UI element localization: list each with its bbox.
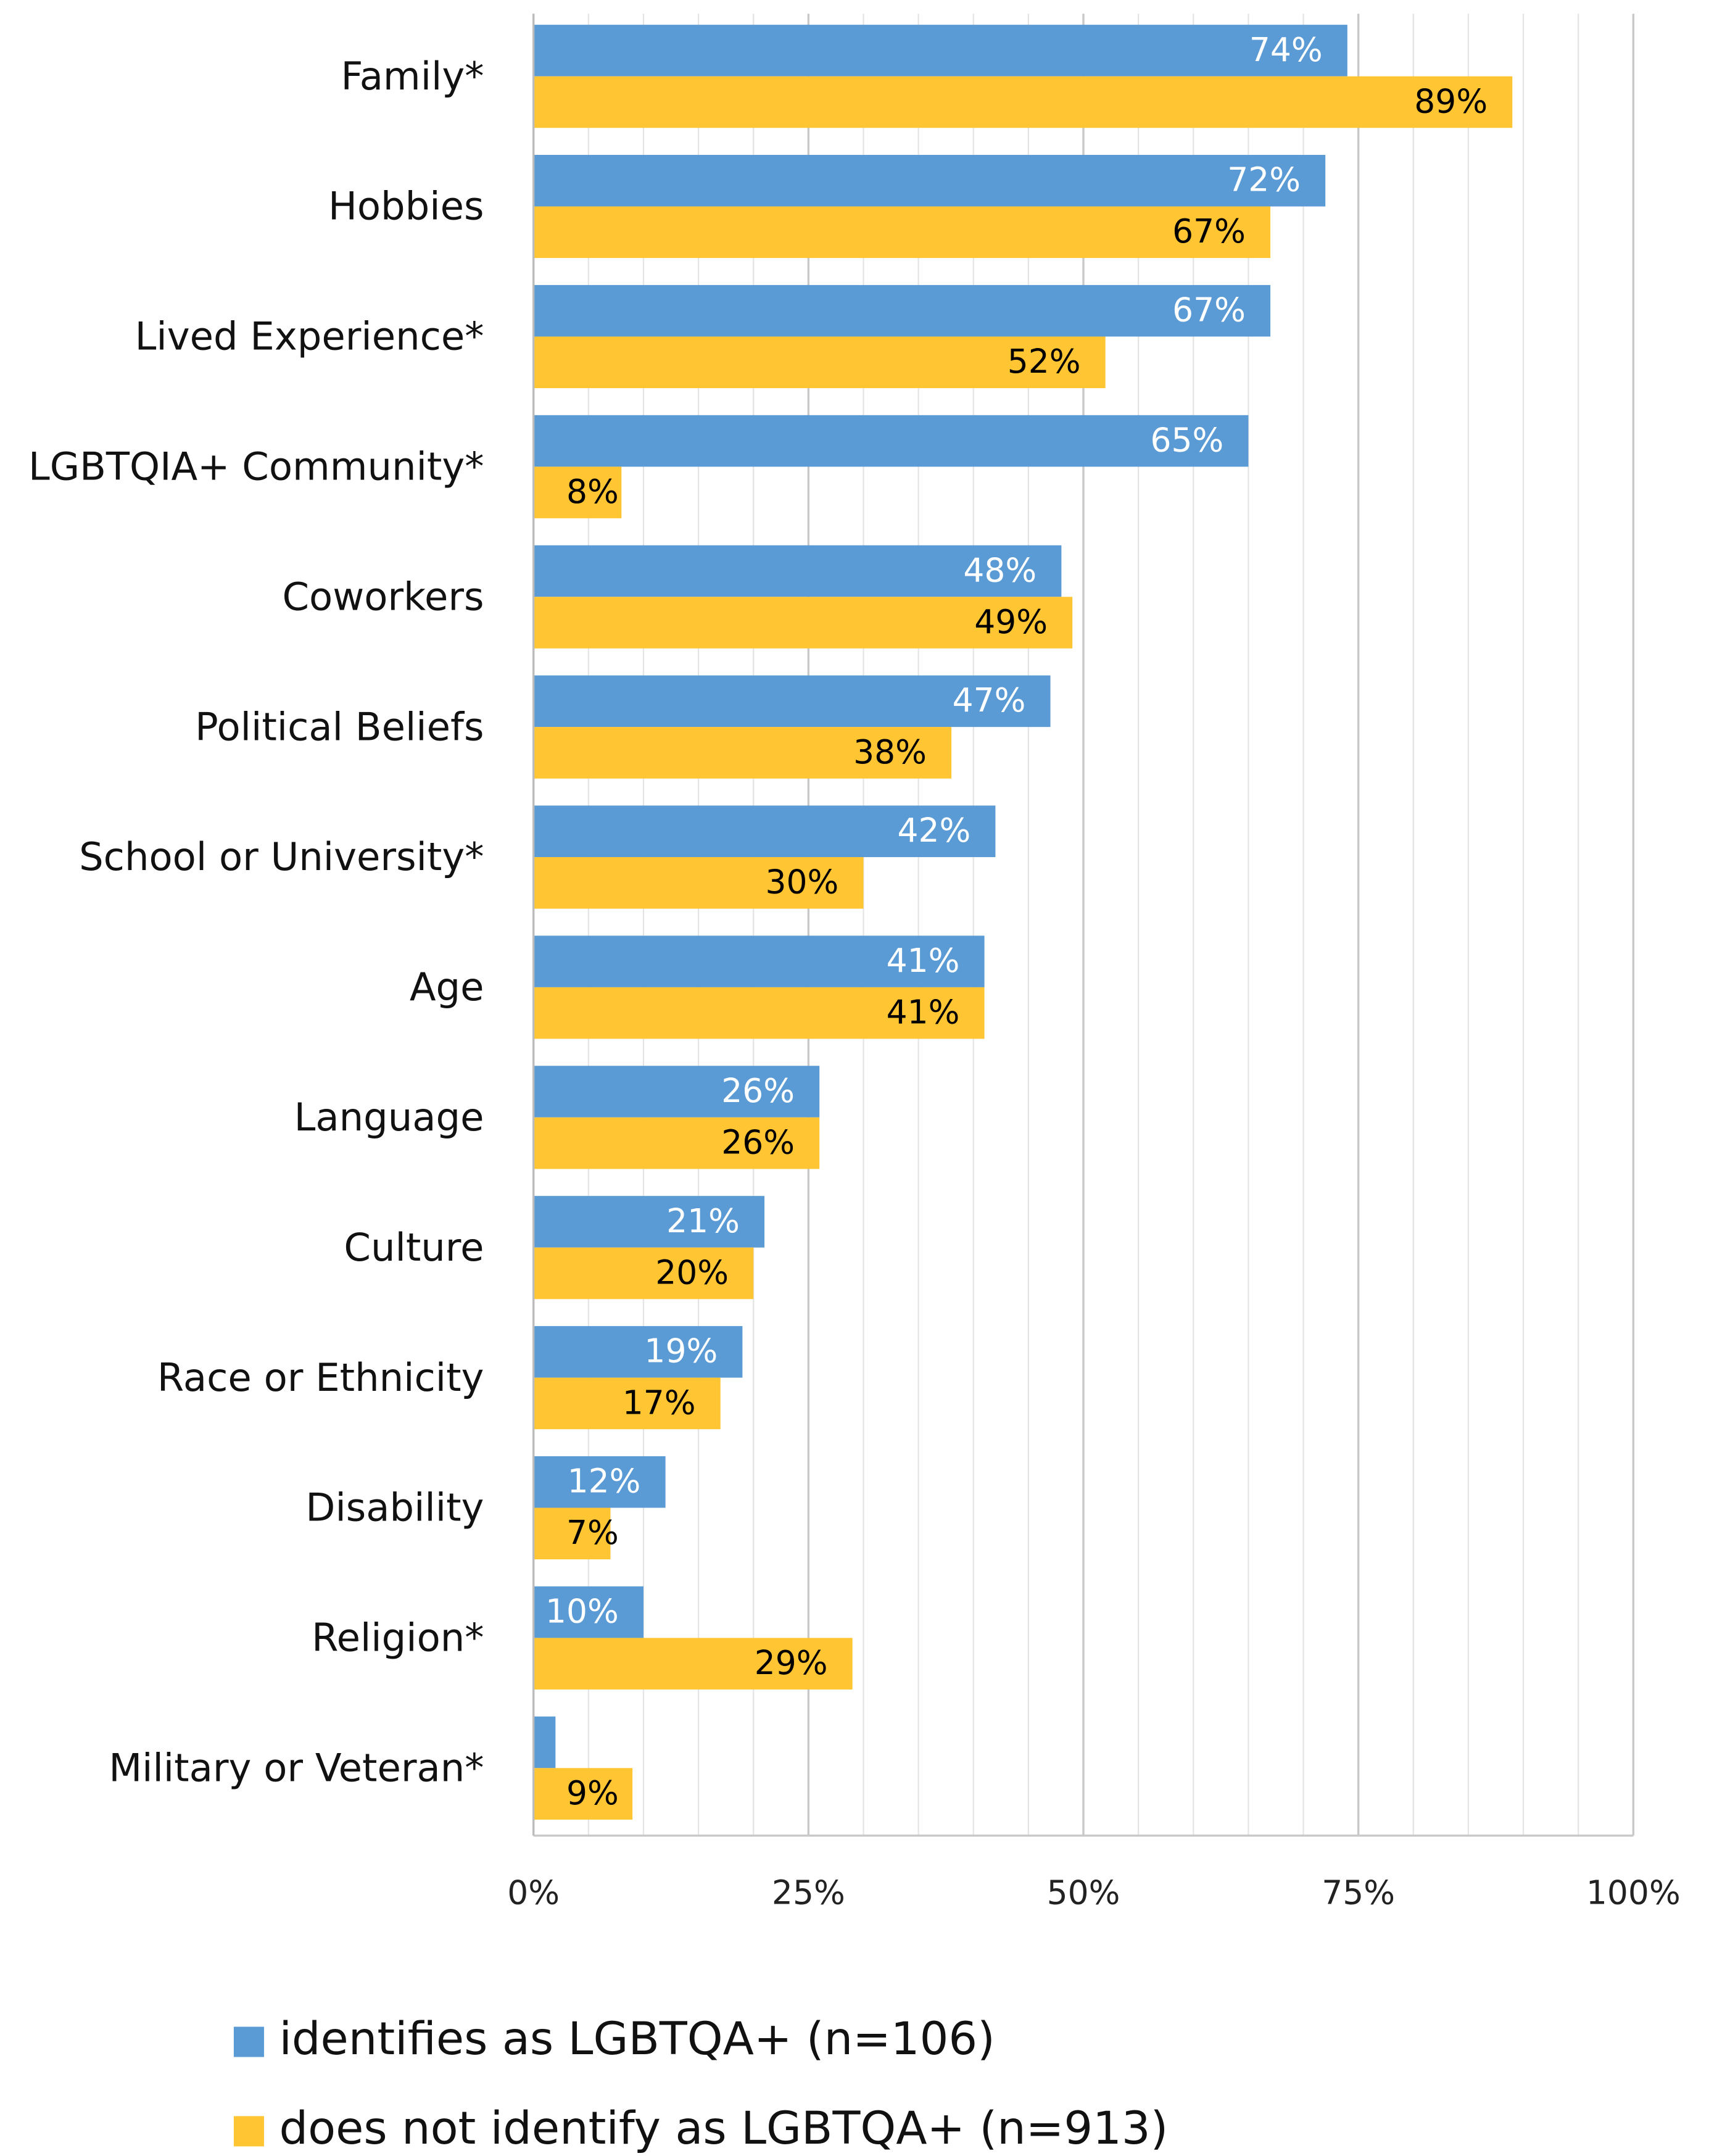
category-label: Lived Experience* <box>135 314 484 359</box>
bar <box>533 466 622 518</box>
value-label: 26% <box>721 1122 795 1161</box>
value-label: 48% <box>963 550 1037 589</box>
value-label: 8% <box>566 472 619 511</box>
value-label: 21% <box>666 1201 740 1240</box>
category-label: Language <box>294 1095 484 1140</box>
bar <box>533 206 1271 259</box>
category-label: Political Beliefs <box>195 704 484 749</box>
x-tick-label: 50% <box>1047 1873 1120 1912</box>
bar <box>533 1377 721 1430</box>
bar <box>533 25 1347 77</box>
value-label: 19% <box>644 1332 718 1370</box>
x-tick-label: 0% <box>507 1873 560 1912</box>
bar <box>533 1456 666 1508</box>
legend-label: does not identify as LGBTQA+ (n=913) <box>279 2102 1168 2155</box>
value-label: 41% <box>887 993 960 1032</box>
value-label: 20% <box>655 1253 729 1292</box>
bar <box>533 155 1326 207</box>
bar <box>533 545 1062 597</box>
value-label: 9% <box>566 1773 619 1812</box>
legend-swatch <box>233 2116 264 2147</box>
bar <box>533 336 1106 389</box>
legend-label: identifies as LGBTQA+ (n=106) <box>279 2013 995 2065</box>
bar <box>533 857 864 909</box>
value-label: 38% <box>853 732 927 771</box>
bar <box>533 415 1249 467</box>
category-label: Age <box>410 964 484 1010</box>
bar <box>533 1716 556 1768</box>
value-label: 67% <box>1172 212 1246 251</box>
bar <box>533 987 985 1039</box>
bar <box>533 76 1513 128</box>
bar <box>533 1507 611 1560</box>
bar <box>533 1586 643 1638</box>
bar <box>533 1638 853 1690</box>
value-label: 74% <box>1249 30 1323 69</box>
value-label: 67% <box>1172 291 1246 330</box>
value-label: 29% <box>755 1643 828 1682</box>
value-label: 12% <box>568 1462 641 1501</box>
category-label: Race or Ethnicity <box>157 1355 484 1400</box>
category-label: Hobbies <box>328 184 484 229</box>
x-tick-label: 100% <box>1586 1873 1681 1912</box>
bar <box>533 1768 633 1820</box>
bar <box>533 284 1271 337</box>
bar <box>533 1326 743 1378</box>
x-tick-label: 75% <box>1322 1873 1395 1912</box>
category-label: Coworkers <box>283 574 484 619</box>
bar <box>533 1196 765 1248</box>
bar <box>533 675 1051 728</box>
bar <box>533 597 1073 649</box>
category-label: Military or Veteran* <box>109 1745 484 1790</box>
category-label: Disability <box>305 1485 484 1530</box>
value-label: 7% <box>566 1513 619 1552</box>
bar <box>533 935 985 987</box>
value-label: 30% <box>766 863 839 902</box>
x-tick-label: 25% <box>772 1873 845 1912</box>
category-label: Family* <box>341 54 484 99</box>
bar <box>533 1117 820 1169</box>
value-label: 89% <box>1414 81 1488 120</box>
value-label: 41% <box>887 941 960 980</box>
value-label: 52% <box>1008 342 1081 381</box>
bar <box>533 1066 820 1117</box>
category-label: Religion* <box>312 1615 484 1661</box>
category-label: School or University* <box>79 834 484 879</box>
value-label: 65% <box>1150 420 1223 459</box>
bar <box>533 1247 754 1300</box>
bar <box>533 805 996 858</box>
value-label: 49% <box>974 602 1048 641</box>
value-label: 26% <box>721 1071 795 1110</box>
value-label: 42% <box>897 811 970 850</box>
value-label: 72% <box>1227 160 1301 199</box>
category-label: LGBTQIA+ Community* <box>28 444 484 489</box>
bar <box>533 727 952 779</box>
value-label: 10% <box>545 1591 619 1630</box>
value-label: 17% <box>623 1383 696 1422</box>
legend-swatch <box>233 2026 264 2057</box>
category-label: Culture <box>344 1225 484 1270</box>
value-label: 47% <box>953 681 1026 719</box>
